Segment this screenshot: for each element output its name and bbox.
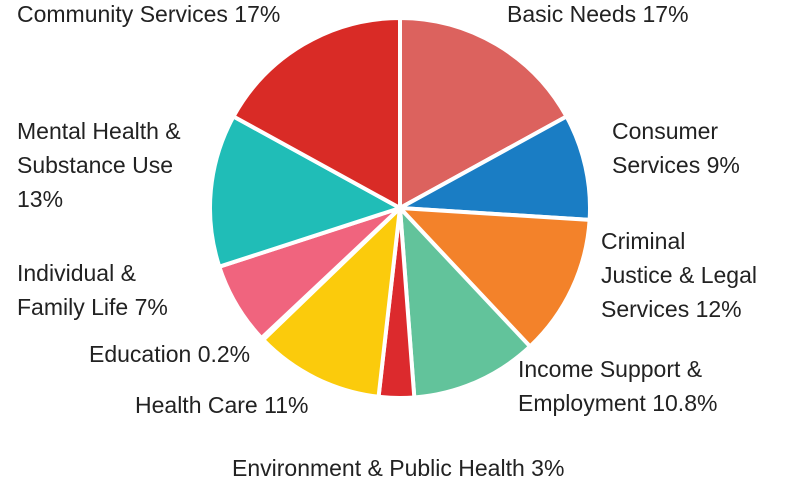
pie-slice-community-services: [231, 16, 402, 210]
pie-slice-consumer-services: [398, 114, 593, 222]
pie-slice-income-support-employment: [398, 206, 533, 400]
slice-label-education: Education 0.2%: [89, 341, 251, 367]
pie-slice-mental-health-substance-use: [208, 114, 402, 269]
slice-label-basic-needs: Basic Needs 17%: [507, 1, 689, 27]
slice-label-environment: Environment & Public Health 3%: [232, 455, 565, 481]
pie-slice-health-care: [261, 206, 402, 399]
pie-slice-criminal-justice-legal-services: [398, 206, 592, 349]
slice-label-community-services: Community Services 17%: [17, 1, 281, 27]
slice-label-individual-family: Individual & Family Life 7%: [17, 260, 168, 320]
slice-label-health-care: Health Care 11%: [135, 392, 309, 418]
slice-label-mental-health: Mental Health & Substance Use 13%: [17, 118, 181, 212]
pie-slice-basic-needs: [398, 16, 569, 210]
slice-label-consumer-services: Consumer Services 9%: [612, 118, 740, 178]
slice-label-income-support: Income Support & Employment 10.8%: [518, 356, 718, 416]
slice-label-criminal-justice: Criminal Justice & Legal Services 12%: [601, 228, 757, 322]
